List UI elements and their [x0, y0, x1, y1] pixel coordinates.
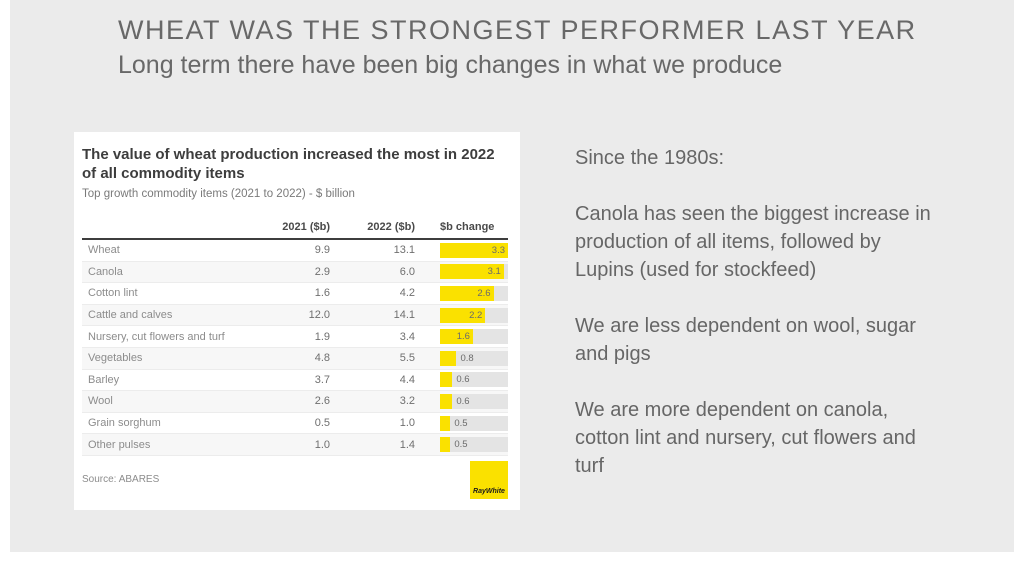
slide-title: WHEAT WAS THE STRONGEST PERFORMER LAST Y…	[118, 15, 917, 45]
value-2022: 3.4	[399, 330, 415, 343]
row-label: Cotton lint	[88, 287, 138, 300]
table-row: Wheat 9.9 13.1 3.3	[82, 240, 508, 262]
value-2021: 12.0	[308, 309, 330, 322]
value-2022: 4.2	[399, 287, 415, 300]
value-2021: 2.9	[314, 265, 330, 278]
column-header-2022: 2022 ($b)	[367, 221, 415, 233]
table-row: Cotton lint 1.6 4.2 2.6	[82, 283, 508, 305]
value-2022: 1.4	[399, 438, 415, 451]
table-row: Cattle and calves 12.0 14.1 2.2	[82, 304, 508, 327]
chart-card: The value of wheat production increased …	[74, 132, 520, 510]
change-value: 0.6	[456, 374, 470, 386]
row-label: Other pulses	[88, 438, 151, 451]
value-2021: 2.6	[314, 395, 330, 408]
change-bar: 3.3	[440, 242, 508, 258]
row-label: Barley	[88, 373, 120, 386]
change-bar	[440, 415, 451, 431]
change-bar: 2.6	[440, 285, 494, 301]
sidebar-paragraph: We are more dependent on canola, cotton …	[575, 399, 916, 477]
sidebar-paragraph: We are less dependent on wool, sugar and…	[575, 315, 916, 365]
value-2021: 1.0	[314, 438, 330, 451]
row-label: Cattle and calves	[88, 309, 173, 322]
change-bar: 3.1	[440, 264, 504, 280]
change-value: 0.6	[456, 395, 470, 407]
slide: WHEAT WAS THE STRONGEST PERFORMER LAST Y…	[10, 0, 1014, 552]
change-bar-track: 0.6	[440, 372, 508, 388]
change-value: 3.3	[491, 244, 505, 256]
value-2021: 4.8	[314, 352, 330, 365]
change-bar	[440, 372, 453, 388]
value-2021: 3.7	[314, 373, 330, 386]
change-value: 0.8	[460, 352, 474, 364]
table-header-row: 2021 ($b) 2022 ($b) $b change	[82, 221, 508, 240]
table-row: Other pulses 1.0 1.4 0.5	[82, 434, 508, 456]
change-bar	[440, 393, 453, 409]
change-value: 0.5	[454, 439, 468, 451]
change-bar-track: 0.8	[440, 350, 508, 366]
column-header-change: $b change	[440, 221, 495, 233]
change-value: 0.5	[454, 417, 468, 429]
row-label: Nursery, cut flowers and turf	[88, 330, 225, 343]
value-2022: 5.5	[399, 352, 415, 365]
change-bar-track: 3.3	[440, 242, 508, 258]
slide-subtitle: Long term there have been big changes in…	[118, 51, 783, 79]
sidebar-paragraph: Since the 1980s:	[575, 147, 724, 169]
row-label: Wheat	[88, 244, 120, 257]
source-note: Source: ABARES	[82, 474, 160, 486]
value-2022: 14.1	[393, 309, 415, 322]
change-bar	[440, 437, 451, 453]
value-2022: 13.1	[393, 244, 415, 257]
table-body: Wheat 9.9 13.1 3.3 Canola 2.9 6.0 3.1 Cotton lin…	[82, 240, 508, 456]
value-2021: 1.9	[314, 330, 330, 343]
change-bar-track: 2.6	[440, 285, 508, 301]
change-bar: 1.6	[440, 329, 473, 345]
table-row: Nursery, cut flowers and turf 1.9 3.4 1.6	[82, 326, 508, 348]
table-row: Vegetables 4.8 5.5 0.8	[82, 347, 508, 370]
row-label: Vegetables	[88, 352, 143, 365]
change-bar	[440, 350, 457, 366]
title-block: WHEAT WAS THE STRONGEST PERFORMER LAST Y…	[118, 12, 978, 82]
change-bar: 2.2	[440, 307, 486, 323]
table-row: Barley 3.7 4.4 0.6	[82, 370, 508, 392]
value-2021: 0.5	[314, 417, 330, 430]
sidebar-paragraph: Canola has seen the biggest increase in …	[575, 203, 931, 281]
chart-title: The value of wheat production increased …	[82, 146, 495, 182]
raywhite-logo: RayWhite	[470, 460, 508, 499]
change-bar-track: 3.1	[440, 264, 508, 280]
change-value: 2.2	[469, 309, 483, 321]
change-bar-track: 0.5	[440, 437, 508, 453]
value-2022: 3.2	[399, 395, 415, 408]
value-2022: 6.0	[399, 265, 415, 278]
table-row: Wool 2.6 3.2 0.6	[82, 391, 508, 413]
change-value: 2.6	[477, 287, 491, 299]
change-value: 1.6	[456, 331, 470, 343]
change-value: 3.1	[487, 266, 501, 278]
table-row: Canola 2.9 6.0 3.1	[82, 261, 508, 284]
row-label: Wool	[88, 395, 113, 408]
column-header-2021: 2021 ($b)	[282, 221, 330, 233]
chart-subtitle: Top growth commodity items (2021 to 2022…	[82, 188, 355, 200]
change-bar-track: 2.2	[440, 307, 508, 323]
value-2022: 4.4	[399, 373, 415, 386]
row-label: Canola	[88, 265, 123, 278]
change-bar-track: 0.5	[440, 415, 508, 431]
value-2021: 1.6	[314, 287, 330, 300]
row-label: Grain sorghum	[88, 417, 161, 430]
raywhite-logo-text: RayWhite	[473, 487, 505, 495]
card-footer: Source: ABARES RayWhite	[82, 460, 508, 499]
sidebar-text: Since the 1980s: Canola has seen the bigg…	[575, 144, 995, 508]
change-bar-track: 0.6	[440, 393, 508, 409]
value-2022: 1.0	[399, 417, 415, 430]
table-row: Grain sorghum 0.5 1.0 0.5	[82, 413, 508, 435]
value-2021: 9.9	[314, 244, 330, 257]
change-bar-track: 1.6	[440, 329, 508, 345]
